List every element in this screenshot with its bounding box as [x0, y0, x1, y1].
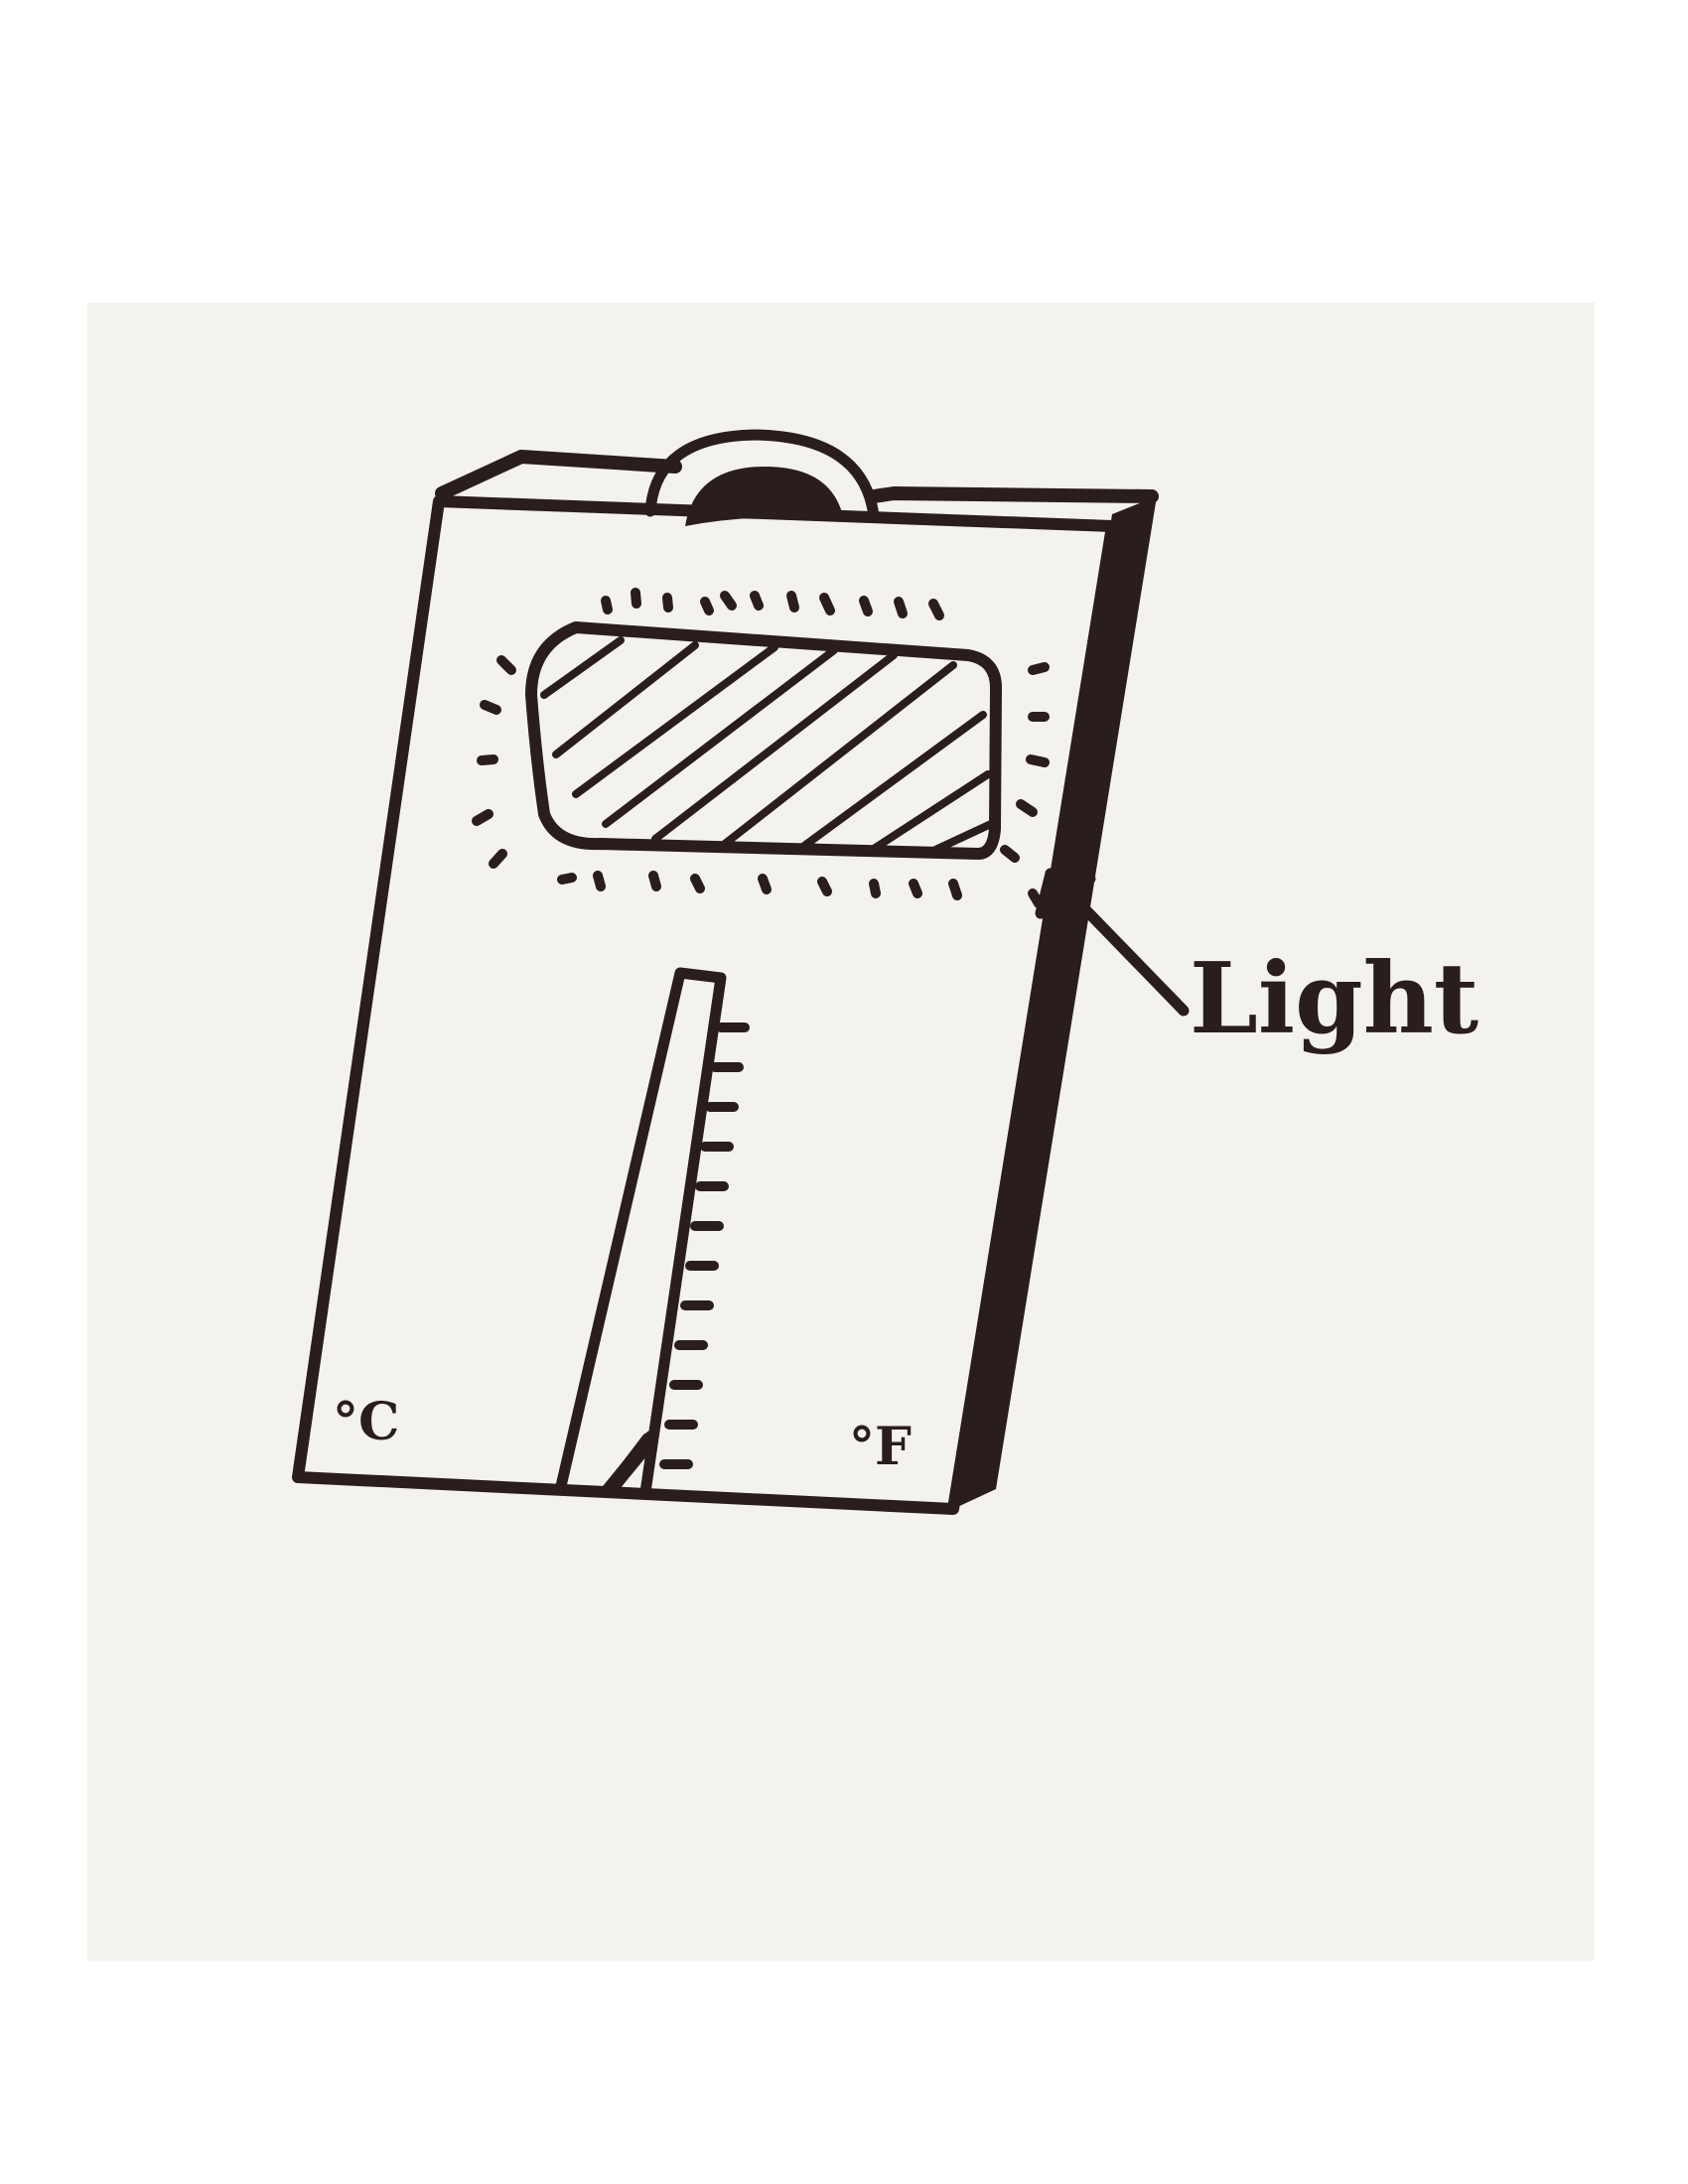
- light-window-frame: [525, 621, 1002, 860]
- hanger-loop: [644, 429, 880, 522]
- mercury-indicator: [601, 1431, 658, 1498]
- light-window: [525, 621, 1002, 860]
- thermometer-side-panel: [953, 496, 1157, 1509]
- celsius-label: °C: [333, 1392, 399, 1452]
- thermometer-top-edge-right: [867, 486, 1159, 503]
- window-hatching: [540, 636, 995, 855]
- thermometer-tube: [555, 967, 727, 1498]
- fahrenheit-label: °F: [849, 1417, 912, 1477]
- light-label: Light: [1190, 942, 1478, 1056]
- thermometer-top-edge: [435, 450, 682, 500]
- paper-sheet: [87, 303, 1595, 1961]
- temperature-scale-ticks: [659, 1023, 750, 1469]
- light-rays: [472, 588, 1050, 908]
- light-callout-arrow: [1035, 868, 1190, 1017]
